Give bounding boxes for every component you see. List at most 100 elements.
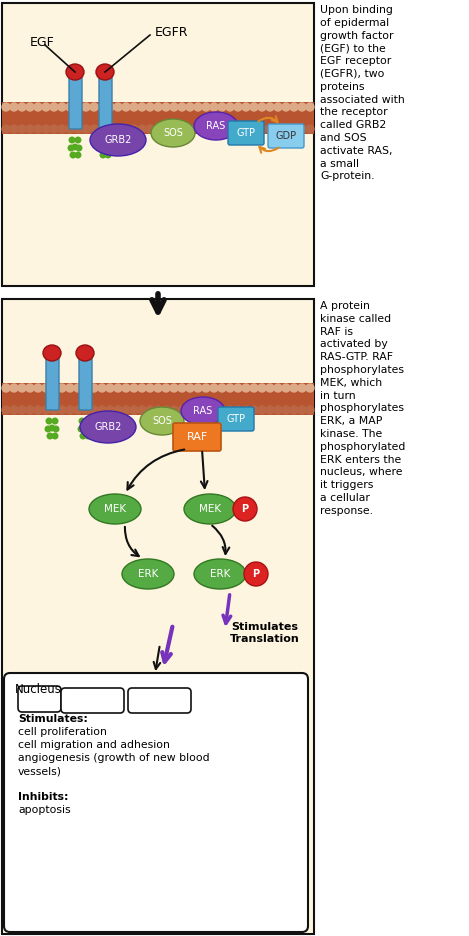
Text: EGFR: EGFR bbox=[155, 26, 189, 39]
Circle shape bbox=[258, 125, 266, 133]
Ellipse shape bbox=[46, 432, 53, 440]
Circle shape bbox=[74, 125, 82, 133]
Ellipse shape bbox=[194, 112, 238, 140]
Circle shape bbox=[26, 384, 34, 392]
Ellipse shape bbox=[106, 144, 113, 152]
Bar bbox=[2, 299, 314, 934]
Ellipse shape bbox=[151, 119, 195, 147]
Circle shape bbox=[130, 103, 138, 111]
Circle shape bbox=[290, 384, 298, 392]
Circle shape bbox=[266, 103, 274, 111]
Circle shape bbox=[274, 125, 282, 133]
Circle shape bbox=[298, 125, 306, 133]
Circle shape bbox=[258, 384, 266, 392]
Circle shape bbox=[242, 406, 250, 414]
Circle shape bbox=[10, 103, 18, 111]
Circle shape bbox=[18, 103, 26, 111]
Circle shape bbox=[10, 384, 18, 392]
Ellipse shape bbox=[244, 562, 268, 586]
Circle shape bbox=[298, 103, 306, 111]
Ellipse shape bbox=[45, 426, 52, 432]
Circle shape bbox=[178, 384, 186, 392]
Circle shape bbox=[58, 384, 66, 392]
Circle shape bbox=[2, 384, 10, 392]
Circle shape bbox=[98, 406, 106, 414]
Circle shape bbox=[82, 125, 90, 133]
Circle shape bbox=[18, 406, 26, 414]
Circle shape bbox=[162, 384, 170, 392]
Circle shape bbox=[50, 103, 58, 111]
Circle shape bbox=[106, 103, 114, 111]
Circle shape bbox=[74, 406, 82, 414]
Circle shape bbox=[122, 125, 130, 133]
Ellipse shape bbox=[68, 144, 75, 152]
Circle shape bbox=[226, 125, 234, 133]
Text: Upon binding
of epidermal
growth factor
(EGF) to the
EGF receptor
(EGFR), two
pr: Upon binding of epidermal growth factor … bbox=[320, 5, 405, 182]
Circle shape bbox=[138, 406, 146, 414]
Ellipse shape bbox=[80, 432, 86, 440]
FancyBboxPatch shape bbox=[128, 688, 191, 713]
Circle shape bbox=[26, 103, 34, 111]
Circle shape bbox=[138, 384, 146, 392]
Circle shape bbox=[98, 384, 106, 392]
Circle shape bbox=[26, 406, 34, 414]
Circle shape bbox=[218, 103, 226, 111]
Circle shape bbox=[2, 125, 10, 133]
Circle shape bbox=[34, 406, 42, 414]
Circle shape bbox=[106, 384, 114, 392]
Text: apoptosis: apoptosis bbox=[18, 805, 71, 815]
Circle shape bbox=[50, 125, 58, 133]
Circle shape bbox=[18, 384, 26, 392]
Ellipse shape bbox=[96, 64, 114, 80]
FancyBboxPatch shape bbox=[218, 407, 254, 431]
Circle shape bbox=[250, 125, 258, 133]
FancyBboxPatch shape bbox=[18, 686, 61, 712]
Bar bbox=[2, 102, 314, 134]
Circle shape bbox=[234, 103, 242, 111]
Ellipse shape bbox=[84, 432, 91, 440]
Text: Stimulates:: Stimulates: bbox=[18, 714, 88, 724]
Circle shape bbox=[90, 103, 98, 111]
Circle shape bbox=[178, 406, 186, 414]
Circle shape bbox=[50, 406, 58, 414]
Text: EGF: EGF bbox=[30, 37, 55, 50]
Circle shape bbox=[18, 125, 26, 133]
Text: SOS: SOS bbox=[152, 416, 172, 426]
Circle shape bbox=[178, 103, 186, 111]
Circle shape bbox=[106, 406, 114, 414]
Ellipse shape bbox=[98, 137, 106, 143]
Ellipse shape bbox=[71, 143, 78, 151]
Ellipse shape bbox=[181, 397, 225, 425]
Circle shape bbox=[218, 125, 226, 133]
Circle shape bbox=[250, 103, 258, 111]
Circle shape bbox=[122, 406, 130, 414]
Bar bbox=[2, 383, 314, 415]
Circle shape bbox=[258, 406, 266, 414]
Circle shape bbox=[210, 384, 218, 392]
Circle shape bbox=[66, 384, 74, 392]
Circle shape bbox=[186, 125, 194, 133]
Circle shape bbox=[2, 406, 10, 414]
Circle shape bbox=[186, 103, 194, 111]
Text: P: P bbox=[252, 569, 259, 579]
Circle shape bbox=[122, 384, 130, 392]
Text: MEK: MEK bbox=[199, 504, 221, 514]
Circle shape bbox=[306, 103, 314, 111]
Circle shape bbox=[234, 125, 242, 133]
Circle shape bbox=[194, 384, 202, 392]
Ellipse shape bbox=[45, 417, 53, 425]
Text: cell migration and adhesion: cell migration and adhesion bbox=[18, 740, 170, 750]
Circle shape bbox=[274, 384, 282, 392]
Circle shape bbox=[58, 103, 66, 111]
Ellipse shape bbox=[122, 559, 174, 589]
Circle shape bbox=[10, 125, 18, 133]
Circle shape bbox=[282, 384, 290, 392]
Circle shape bbox=[178, 125, 186, 133]
Circle shape bbox=[170, 125, 178, 133]
Circle shape bbox=[282, 125, 290, 133]
Text: Stimulates
Translation: Stimulates Translation bbox=[230, 622, 300, 644]
Ellipse shape bbox=[194, 559, 246, 589]
Ellipse shape bbox=[233, 497, 257, 521]
FancyBboxPatch shape bbox=[4, 673, 308, 932]
Circle shape bbox=[226, 406, 234, 414]
